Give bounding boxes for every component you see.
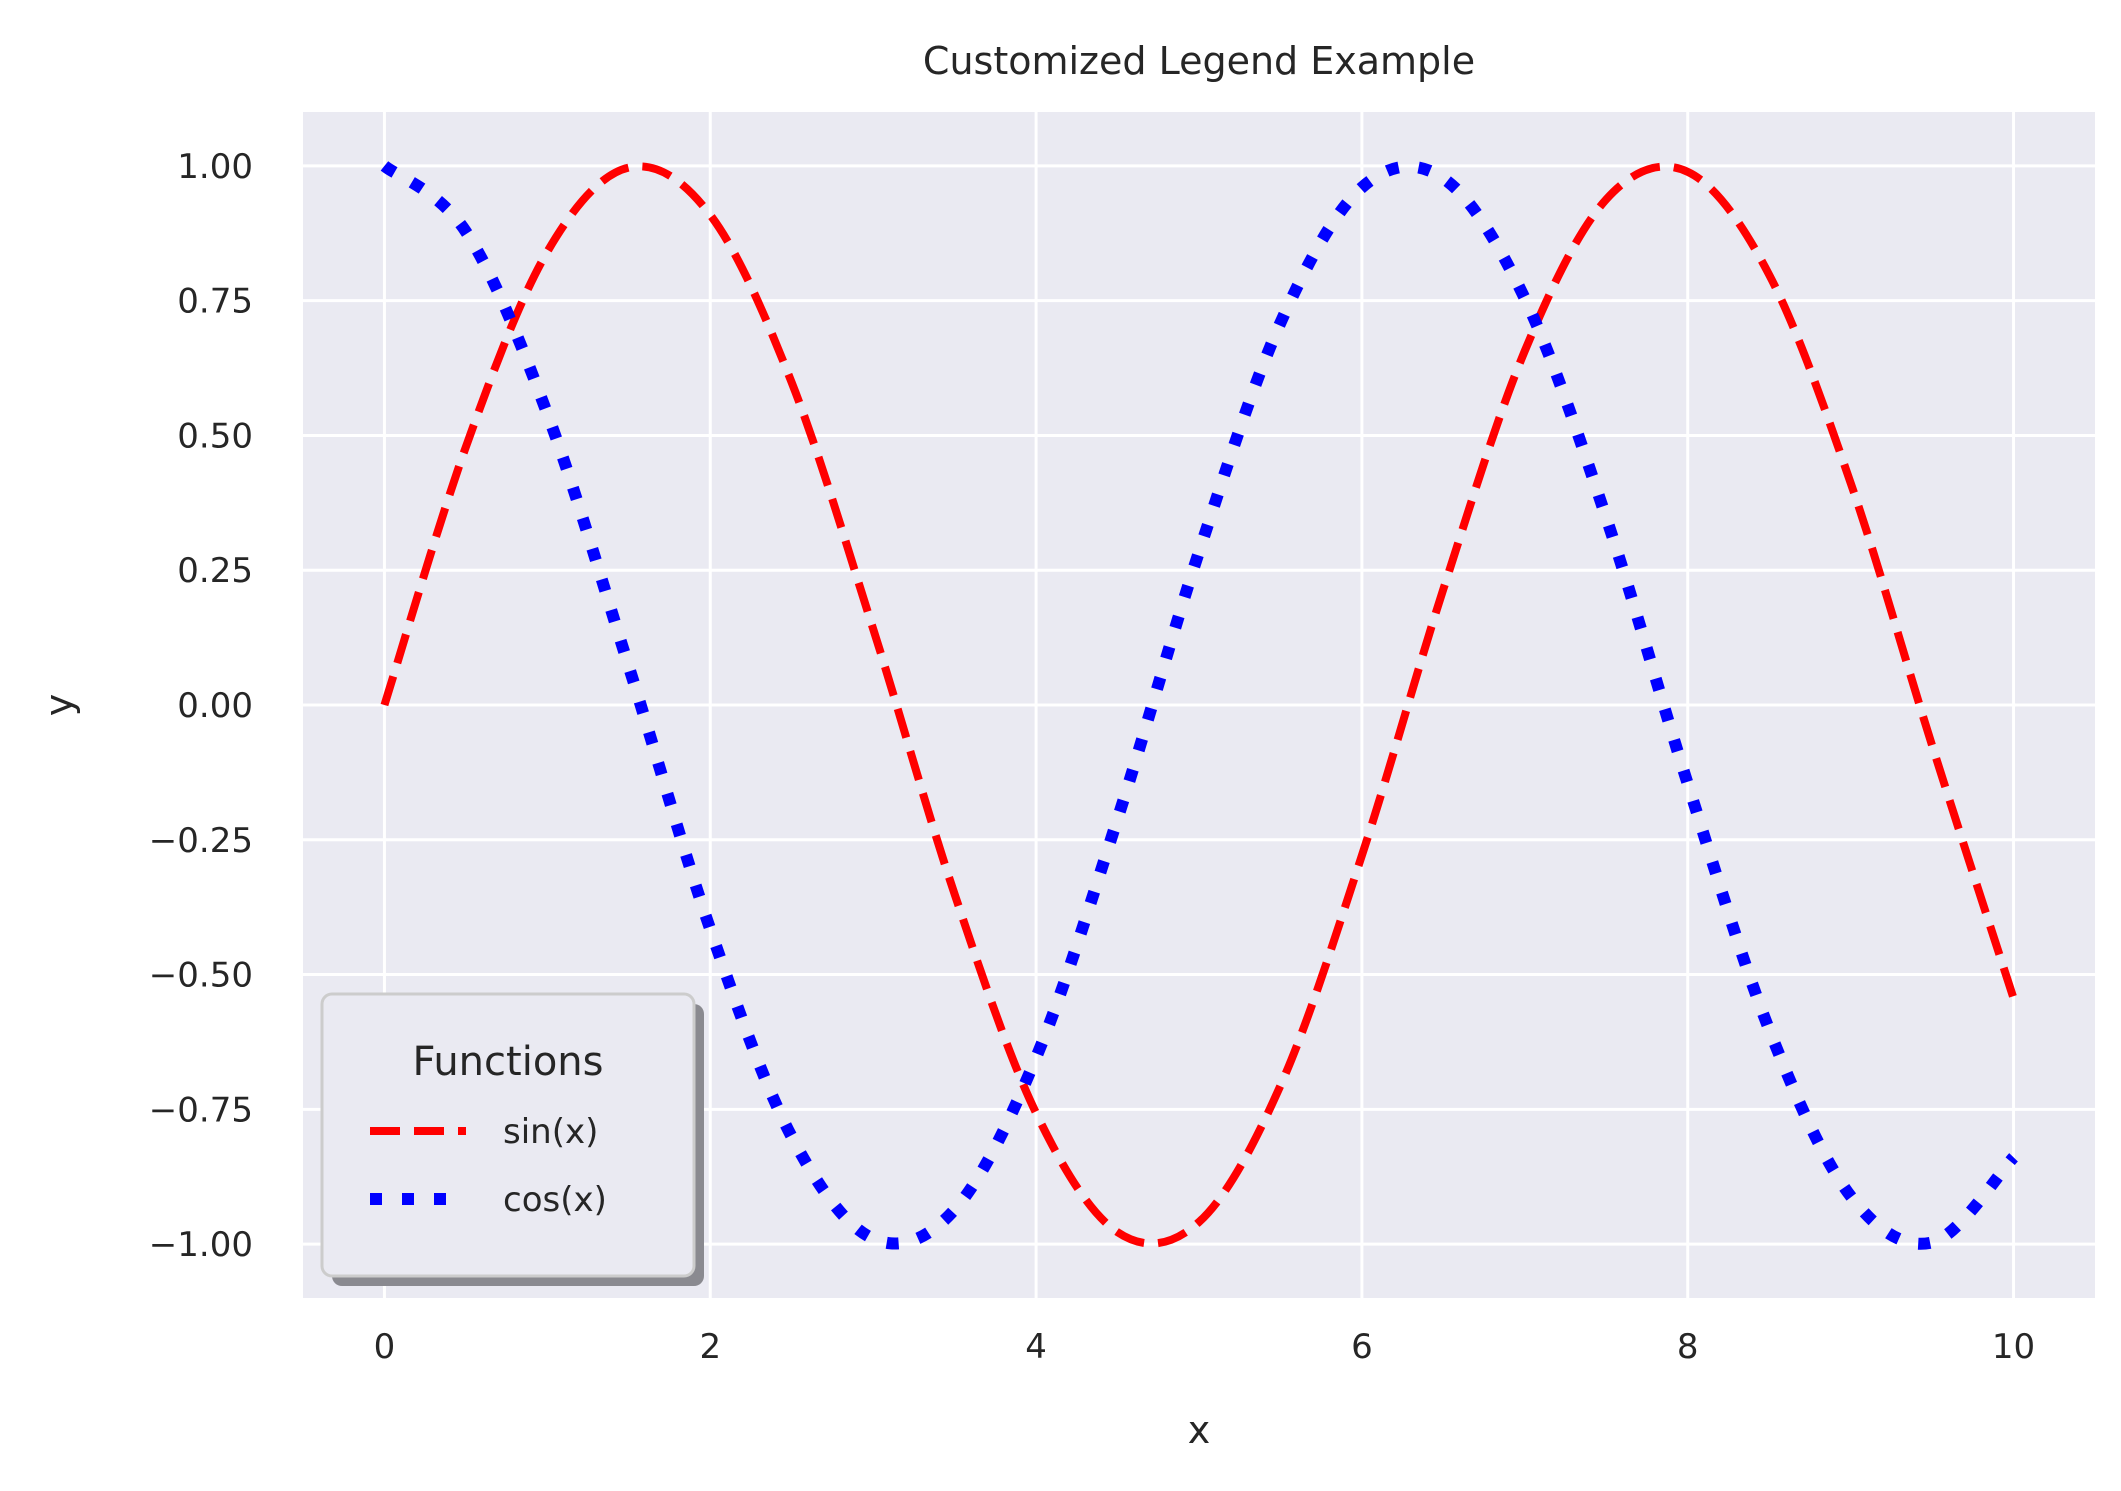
y-axis-label: y [37, 694, 81, 717]
y-tick-label: −0.25 [149, 821, 253, 861]
legend-title: Functions [413, 1039, 604, 1085]
chart-title: Customized Legend Example [923, 39, 1475, 83]
series-layer [380, 160, 2019, 1250]
y-tick-label: −0.50 [149, 956, 253, 996]
x-tick-label: 0 [374, 1327, 396, 1367]
grid [303, 112, 2095, 1298]
x-ticks: 0 2 4 6 8 10 [374, 1327, 2036, 1367]
x-axis-label: x [1188, 1408, 1211, 1452]
legend-label-cos: cos(x) [503, 1180, 607, 1220]
y-tick-label: 0.75 [177, 282, 253, 322]
y-tick-label: −1.00 [149, 1225, 253, 1265]
x-tick-label: 4 [1025, 1327, 1047, 1367]
x-tick-label: 6 [1351, 1327, 1373, 1367]
legend-box [320, 992, 696, 1278]
y-tick-label: 0.50 [177, 416, 253, 456]
x-tick-label: 2 [699, 1327, 721, 1367]
y-tick-label: −0.75 [149, 1090, 253, 1130]
y-tick-label: 0.00 [177, 686, 253, 726]
legend-label-sin: sin(x) [503, 1112, 598, 1152]
y-tick-label: 0.25 [177, 551, 253, 591]
x-tick-label: 8 [1677, 1327, 1699, 1367]
legend: Functions sin(x) cos(x) [320, 992, 704, 1286]
x-tick-label: 10 [1992, 1327, 2035, 1367]
series-line-sin [380, 162, 2018, 1248]
y-tick-label: 1.00 [177, 147, 253, 187]
y-ticks: 1.00 0.75 0.50 0.25 0.00 −0.25 −0.50 −0.75 −1.00 [149, 147, 253, 1265]
